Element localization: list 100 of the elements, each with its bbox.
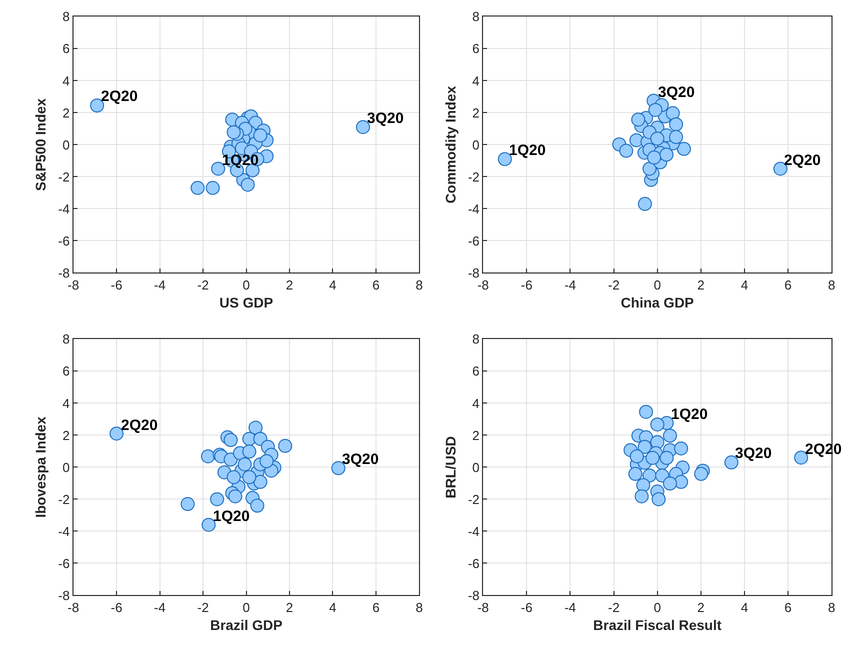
x-tick-label: 8 [416, 600, 423, 615]
annotation: 3Q20 [735, 445, 772, 462]
x-axis-title: US GDP [219, 294, 274, 311]
x-tick-label: 4 [329, 277, 336, 292]
y-tick-label: -6 [468, 556, 480, 571]
y-tick-label: -8 [468, 265, 480, 280]
y-tick-label: -4 [468, 201, 480, 216]
x-tick-label: 2 [697, 600, 705, 615]
y-tick-label: 2 [62, 105, 70, 120]
y-tick-label: 0 [62, 460, 70, 475]
y-tick-label: -6 [58, 233, 70, 248]
y-tick-label: 6 [62, 364, 70, 379]
point [660, 148, 674, 162]
point [669, 117, 684, 132]
y-tick-label: 0 [472, 137, 480, 152]
y-tick-label: -2 [468, 169, 480, 184]
point [202, 518, 216, 532]
x-tick-label: 4 [740, 600, 748, 615]
point [238, 457, 252, 472]
point [674, 441, 688, 456]
point [647, 150, 662, 165]
x-tick-label: -4 [564, 277, 576, 292]
y-tick-label: -4 [58, 201, 70, 216]
x-tick-label: 0 [654, 277, 661, 292]
annotation: 1Q20 [213, 508, 250, 525]
point [639, 404, 654, 419]
x-tick-label: 0 [242, 600, 250, 615]
y-tick-label: 2 [472, 428, 480, 443]
annotation: 2Q20 [101, 88, 138, 105]
point [652, 492, 666, 506]
x-tick-label: -6 [110, 277, 122, 292]
point [248, 420, 263, 435]
annotation: 1Q20 [671, 406, 708, 423]
y-tick-label: 8 [62, 332, 70, 347]
y-tick-label: -2 [58, 492, 70, 507]
x-axis-title: Brazil Fiscal Result [593, 617, 722, 634]
point [638, 440, 652, 454]
y-tick-label: 8 [62, 9, 70, 24]
x-tick-label: 0 [242, 277, 250, 292]
point [629, 133, 644, 148]
y-tick-label: 2 [62, 428, 70, 443]
x-tick-label: -4 [154, 600, 166, 615]
point [226, 470, 241, 484]
point [260, 454, 274, 468]
point [674, 474, 688, 489]
x-tick-label: 2 [286, 600, 294, 615]
point [206, 180, 220, 195]
point [240, 178, 255, 192]
y-tick-label: 8 [472, 9, 480, 24]
x-axis-title: Brazil GDP [210, 617, 282, 634]
point [180, 497, 195, 512]
point [226, 125, 241, 140]
point [619, 144, 634, 158]
x-tick-label: 6 [784, 600, 792, 615]
y-tick-label: -2 [58, 169, 70, 184]
x-tick-label: -6 [520, 277, 532, 292]
annotation: 2Q20 [121, 417, 158, 434]
y-tick-label: -4 [58, 524, 70, 539]
y-axis-title: BRL/USD [442, 436, 459, 498]
x-tick-label: 0 [654, 600, 661, 615]
point [224, 433, 238, 447]
y-tick-label: 6 [472, 41, 480, 56]
point [638, 196, 652, 211]
point [498, 152, 512, 166]
x-tick-label: -4 [564, 600, 576, 615]
y-tick-label: -8 [58, 265, 70, 280]
point [201, 449, 215, 464]
y-tick-label: -8 [58, 588, 70, 603]
y-tick-label: 4 [472, 396, 480, 411]
point [666, 106, 680, 120]
y-axis-title: Ibovespa Index [32, 416, 49, 518]
point [253, 128, 268, 142]
x-tick-label: -2 [608, 277, 620, 292]
y-tick-label: -4 [468, 524, 480, 539]
point [631, 112, 646, 127]
y-tick-label: 0 [62, 137, 70, 152]
point [662, 428, 677, 443]
x-axis-title: China GDP [620, 294, 694, 311]
point [646, 450, 660, 465]
point [628, 466, 642, 481]
y-tick-label: 8 [472, 332, 480, 347]
y-tick-label: 0 [472, 460, 480, 475]
x-tick-label: 2 [697, 277, 705, 292]
point [650, 132, 664, 146]
x-tick-label: -2 [608, 600, 620, 615]
x-tick-label: -6 [520, 600, 532, 615]
x-tick-label: 8 [828, 277, 836, 292]
point [224, 452, 238, 467]
point [190, 180, 205, 195]
point [242, 444, 256, 459]
x-tick-label: 6 [372, 277, 380, 292]
point [676, 142, 691, 156]
point [669, 130, 684, 144]
y-tick-label: 4 [62, 396, 70, 411]
point [630, 449, 644, 464]
y-tick-label: -2 [468, 492, 480, 507]
point [662, 476, 677, 491]
x-tick-label: 2 [286, 277, 294, 292]
point [650, 417, 664, 432]
annotation: 3Q20 [658, 84, 695, 101]
